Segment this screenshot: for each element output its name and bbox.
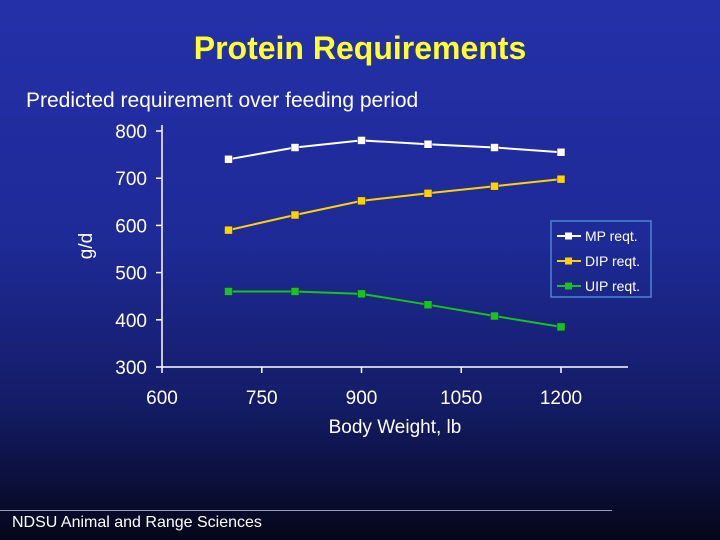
data-point — [556, 322, 566, 332]
series-line-3 — [228, 290, 562, 328]
x-tick-label: 1200 — [540, 388, 582, 409]
data-point — [423, 139, 433, 149]
slide-subtitle: Predicted requirement over feeding perio… — [26, 89, 419, 112]
legend-swatch-marker — [565, 282, 572, 290]
legend-label: MP reqt. — [585, 228, 638, 244]
y-tick-label: 400 — [115, 311, 147, 332]
data-point — [556, 147, 566, 157]
x-axis-label: Body Weight, lb — [329, 417, 462, 438]
y-tick-label: 600 — [115, 216, 147, 237]
data-point — [290, 210, 300, 220]
y-axis-label: g/d — [76, 233, 97, 259]
data-point — [556, 174, 566, 184]
data-point — [423, 189, 433, 198]
x-tick-label: 1050 — [440, 388, 482, 409]
data-point — [357, 196, 366, 206]
data-point — [423, 300, 433, 309]
legend-box — [550, 220, 652, 298]
y-tick-label: 300 — [115, 358, 147, 379]
y-tick-label: 800 — [115, 122, 147, 143]
data-point — [357, 136, 366, 145]
y-tick-label: 700 — [115, 169, 147, 190]
data-point — [290, 287, 300, 296]
data-point — [224, 155, 233, 164]
footer-text: NDSU Animal and Range Sciences — [12, 514, 262, 531]
legend-swatch-marker — [565, 257, 572, 265]
x-tick-label: 900 — [346, 388, 378, 409]
footer-divider — [0, 510, 612, 511]
legend-swatch-marker — [565, 232, 572, 240]
data-point — [490, 181, 499, 191]
legend-label: DIP reqt. — [585, 253, 640, 269]
data-point — [224, 225, 233, 235]
slide-title: Protein Requirements — [193, 30, 527, 66]
data-point — [357, 289, 366, 299]
series-line-2 — [228, 178, 562, 232]
x-tick-label: 600 — [146, 388, 178, 409]
series-line-1 — [228, 139, 562, 161]
x-tick-label: 750 — [246, 388, 278, 409]
y-tick-label: 500 — [115, 264, 147, 285]
data-point — [490, 143, 499, 152]
data-point — [290, 143, 300, 152]
data-point — [490, 311, 499, 321]
legend-label: UIP reqt. — [585, 278, 640, 294]
data-point — [224, 287, 233, 296]
